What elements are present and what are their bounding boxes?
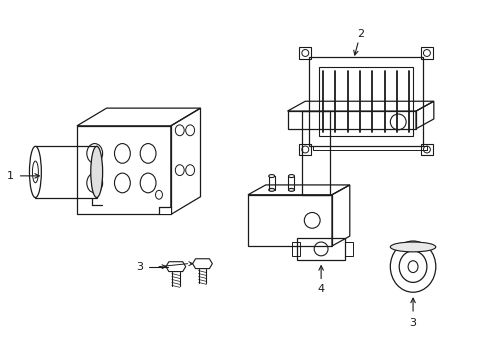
Ellipse shape [91, 146, 102, 198]
Text: 1: 1 [7, 171, 14, 181]
Ellipse shape [288, 175, 294, 177]
Polygon shape [159, 207, 170, 215]
Text: 3: 3 [409, 318, 416, 328]
Text: 3: 3 [136, 262, 143, 272]
Ellipse shape [288, 188, 294, 191]
Text: 2: 2 [356, 29, 364, 39]
Ellipse shape [268, 175, 274, 177]
Ellipse shape [389, 241, 435, 292]
Ellipse shape [389, 242, 435, 252]
Ellipse shape [268, 188, 274, 191]
Text: 4: 4 [317, 284, 324, 294]
Ellipse shape [29, 146, 41, 198]
